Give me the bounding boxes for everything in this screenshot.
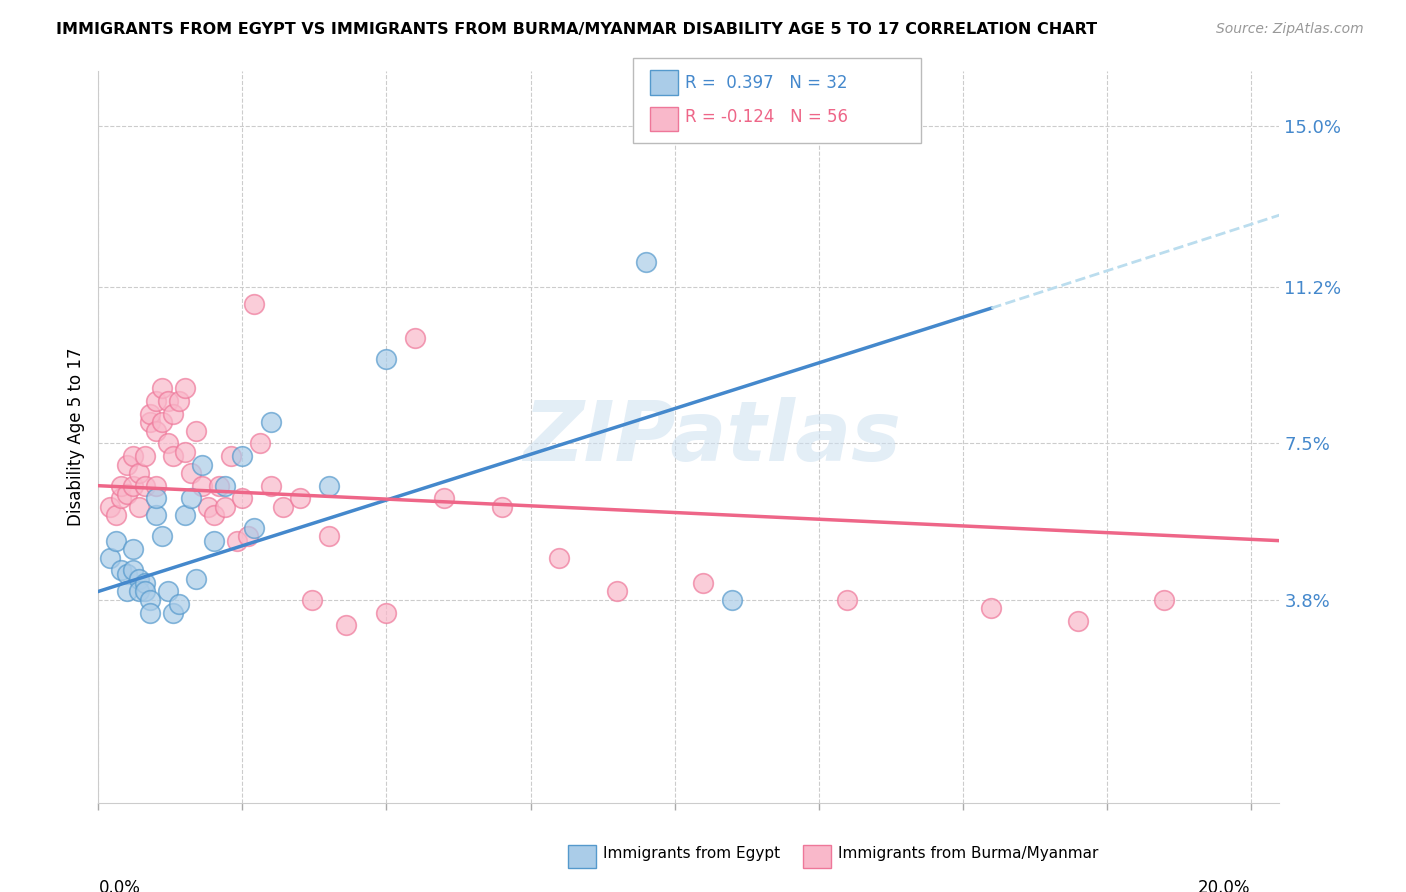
- Point: [231, 449, 253, 463]
- Point: [162, 407, 184, 421]
- Point: [180, 466, 202, 480]
- Point: [98, 550, 121, 565]
- Point: [219, 449, 242, 463]
- Point: [243, 521, 266, 535]
- Point: [167, 597, 190, 611]
- Y-axis label: Disability Age 5 to 17: Disability Age 5 to 17: [66, 348, 84, 526]
- Point: [150, 415, 173, 429]
- Point: [128, 572, 150, 586]
- Point: [243, 297, 266, 311]
- Point: [231, 491, 253, 506]
- Point: [692, 576, 714, 591]
- Point: [186, 424, 208, 438]
- Point: [122, 479, 145, 493]
- Point: [208, 479, 231, 493]
- Point: [173, 445, 195, 459]
- Point: [156, 584, 179, 599]
- Text: Source: ZipAtlas.com: Source: ZipAtlas.com: [1216, 22, 1364, 37]
- Point: [260, 415, 283, 429]
- Text: R =  0.397   N = 32: R = 0.397 N = 32: [685, 74, 848, 92]
- Text: ZIPatlas: ZIPatlas: [523, 397, 901, 477]
- Point: [145, 491, 167, 506]
- Point: [433, 491, 456, 506]
- Point: [145, 508, 167, 523]
- Point: [318, 479, 340, 493]
- Text: 20.0%: 20.0%: [1198, 879, 1251, 892]
- Point: [145, 479, 167, 493]
- Point: [634, 254, 657, 268]
- Text: Immigrants from Egypt: Immigrants from Egypt: [603, 846, 780, 861]
- Point: [288, 491, 311, 506]
- Point: [150, 381, 173, 395]
- Point: [139, 415, 162, 429]
- Point: [156, 436, 179, 450]
- Point: [139, 592, 162, 607]
- Point: [115, 487, 138, 501]
- Point: [110, 563, 132, 577]
- Point: [191, 458, 214, 472]
- Point: [167, 394, 190, 409]
- Point: [173, 508, 195, 523]
- Point: [115, 458, 138, 472]
- Text: R = -0.124   N = 56: R = -0.124 N = 56: [685, 108, 848, 126]
- Point: [104, 533, 127, 548]
- Point: [139, 407, 162, 421]
- Point: [115, 567, 138, 582]
- Point: [180, 491, 202, 506]
- Point: [104, 508, 127, 523]
- Point: [98, 500, 121, 514]
- Point: [225, 533, 247, 548]
- Point: [145, 394, 167, 409]
- Point: [122, 449, 145, 463]
- Point: [1153, 592, 1175, 607]
- Point: [980, 601, 1002, 615]
- Point: [214, 500, 236, 514]
- Point: [134, 584, 156, 599]
- Text: IMMIGRANTS FROM EGYPT VS IMMIGRANTS FROM BURMA/MYANMAR DISABILITY AGE 5 TO 17 CO: IMMIGRANTS FROM EGYPT VS IMMIGRANTS FROM…: [56, 22, 1097, 37]
- Point: [134, 479, 156, 493]
- Point: [837, 592, 859, 607]
- Point: [162, 606, 184, 620]
- Point: [271, 500, 294, 514]
- Point: [128, 584, 150, 599]
- Point: [122, 542, 145, 557]
- Point: [202, 533, 225, 548]
- Point: [122, 563, 145, 577]
- Point: [134, 449, 156, 463]
- Point: [186, 572, 208, 586]
- Point: [260, 479, 283, 493]
- Point: [404, 331, 426, 345]
- Point: [110, 479, 132, 493]
- Point: [721, 592, 744, 607]
- Point: [134, 576, 156, 591]
- Text: Immigrants from Burma/Myanmar: Immigrants from Burma/Myanmar: [838, 846, 1098, 861]
- Point: [606, 584, 628, 599]
- Point: [301, 592, 323, 607]
- Point: [1067, 614, 1090, 628]
- Text: 0.0%: 0.0%: [98, 879, 141, 892]
- Point: [150, 529, 173, 543]
- Point: [128, 466, 150, 480]
- Point: [156, 394, 179, 409]
- Point: [173, 381, 195, 395]
- Point: [139, 606, 162, 620]
- Point: [375, 351, 398, 366]
- Point: [491, 500, 513, 514]
- Point: [110, 491, 132, 506]
- Point: [202, 508, 225, 523]
- Point: [548, 550, 571, 565]
- Point: [335, 618, 357, 632]
- Point: [128, 500, 150, 514]
- Point: [318, 529, 340, 543]
- Point: [214, 479, 236, 493]
- Point: [115, 584, 138, 599]
- Point: [197, 500, 219, 514]
- Point: [249, 436, 271, 450]
- Point: [238, 529, 260, 543]
- Point: [145, 424, 167, 438]
- Point: [162, 449, 184, 463]
- Point: [375, 606, 398, 620]
- Point: [191, 479, 214, 493]
